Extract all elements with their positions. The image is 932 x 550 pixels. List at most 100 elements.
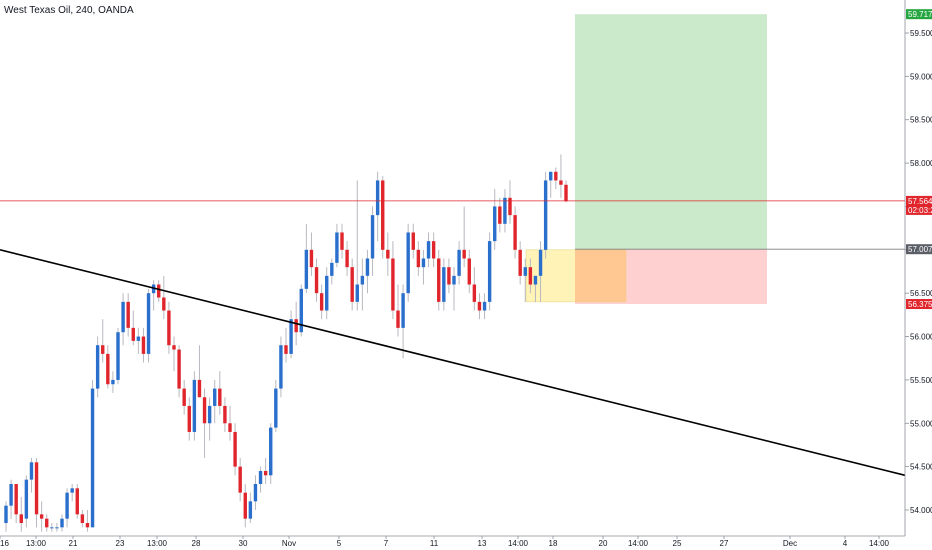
candle-body	[375, 180, 380, 216]
candle-body	[19, 514, 23, 524]
time-tick-label: 14:00	[869, 539, 890, 548]
candle-body	[167, 310, 171, 346]
candle-body	[126, 301, 130, 328]
candle-body	[299, 288, 303, 333]
time-axis: 16 13:00 21 23 13:00 28 30 Nov 5 7 11 13 14:00 18 20 14…	[0, 535, 905, 548]
candle-body	[508, 197, 512, 216]
candle-body	[116, 332, 120, 380]
candle-body	[549, 171, 553, 181]
candle-body	[39, 514, 44, 519]
target-price-badge-text: 59.717	[908, 10, 932, 19]
target-zone	[575, 14, 767, 250]
candle-body	[177, 349, 181, 389]
price-tick-label: 56.000	[910, 333, 932, 342]
candle-body	[487, 241, 492, 302]
time-tick-label: 18	[549, 539, 558, 548]
candle-body	[253, 483, 258, 502]
time-tick-label: 16	[0, 539, 9, 548]
candle-body	[162, 297, 166, 311]
candle-body	[523, 267, 527, 276]
candle-body	[335, 232, 339, 263]
time-tick-label: 21	[69, 539, 78, 548]
time-tick-label: Nov	[282, 539, 296, 548]
candle-body	[182, 388, 186, 406]
time-tick-label: 25	[673, 539, 682, 548]
time-tick-label: 28	[192, 539, 201, 548]
candle-body	[325, 275, 329, 311]
candle-body	[513, 215, 517, 250]
candle-body	[386, 249, 390, 259]
candle-body	[467, 258, 471, 285]
candle-body	[559, 180, 563, 185]
candle-body	[65, 492, 69, 519]
candle-body	[416, 249, 421, 268]
candle-body	[70, 488, 74, 493]
candle-body	[401, 293, 405, 328]
candle-body	[284, 345, 288, 354]
candle-body	[447, 267, 451, 285]
candle-body	[228, 423, 232, 432]
candle-body	[4, 505, 8, 524]
candle-body	[172, 345, 176, 350]
candle-body	[85, 523, 90, 528]
candle-body	[233, 431, 237, 467]
candle-body	[493, 206, 497, 242]
candle-body	[213, 388, 217, 406]
candle-body	[462, 249, 466, 259]
candle-body	[360, 275, 365, 285]
candle-body	[238, 466, 242, 493]
candle-body	[101, 345, 105, 354]
price-tick-label: 59.500	[910, 29, 932, 38]
candle-body	[9, 483, 13, 506]
time-tick-label: 7	[384, 539, 389, 548]
candle-body	[564, 184, 568, 202]
candle-body	[503, 197, 507, 224]
candle-body	[14, 483, 18, 515]
candle-body	[263, 470, 268, 476]
candle-body	[528, 267, 533, 285]
candle-body	[223, 405, 227, 424]
candle-body	[340, 232, 344, 250]
candlesticks	[4, 154, 568, 532]
candle-body	[50, 527, 54, 529]
candle-body	[45, 518, 49, 528]
candle-body	[202, 397, 207, 424]
current-price-badge-text: 02:03:29	[908, 206, 932, 215]
candle-body	[248, 501, 253, 519]
time-tick-label: 30	[239, 539, 248, 548]
time-tick-label: 13	[478, 539, 487, 548]
price-tick-label: 55.000	[910, 419, 932, 428]
candle-body	[24, 479, 29, 519]
target-price-badge	[906, 9, 932, 20]
candle-body	[304, 249, 309, 289]
candle-body	[218, 388, 222, 406]
candle-body	[207, 405, 212, 424]
candle-body	[533, 275, 538, 285]
candle-body	[106, 353, 110, 385]
entry-price-badge	[906, 244, 932, 255]
candle-body	[192, 379, 197, 432]
candle-body	[437, 258, 441, 302]
candle-body	[350, 267, 354, 302]
candle-body	[396, 310, 400, 328]
candle-body	[543, 180, 548, 250]
candle-body	[289, 319, 293, 354]
candle-body	[146, 293, 151, 354]
candle-body	[411, 232, 415, 250]
time-tick-label: 27	[720, 539, 729, 548]
time-tick-label: 13:00	[147, 539, 168, 548]
price-tick-label: 55.500	[910, 376, 932, 385]
time-tick-label: 14:00	[628, 539, 649, 548]
candle-body	[406, 232, 410, 294]
candle-body	[391, 258, 395, 311]
candle-body	[34, 462, 39, 515]
candle-body	[80, 514, 85, 524]
price-tick-label: 59.000	[910, 72, 932, 81]
candle-body	[319, 293, 324, 311]
candle-body	[330, 262, 334, 276]
overlay-lines	[0, 200, 906, 477]
time-tick-label: 13:00	[26, 539, 47, 548]
candle-body	[554, 171, 558, 181]
current-price-badge-text: 57.564	[908, 197, 932, 206]
